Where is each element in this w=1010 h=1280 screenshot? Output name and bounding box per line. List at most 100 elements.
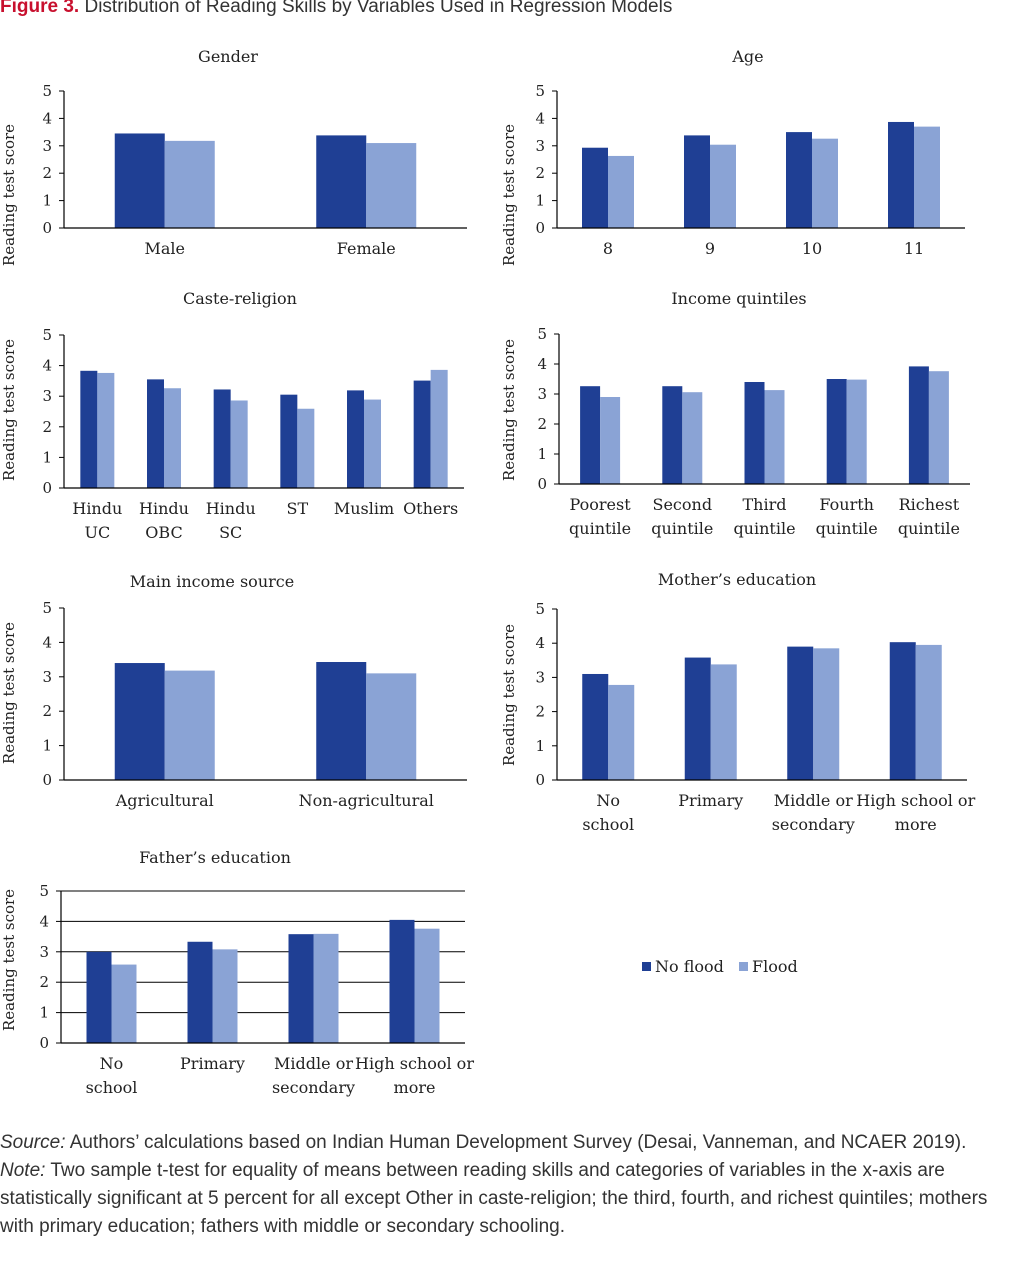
chart-legend: No flood Flood [642, 957, 808, 976]
bar-no-flood-muslim [347, 390, 364, 488]
y-tick-label: 2 [42, 164, 52, 182]
bar-no-flood-st [280, 394, 298, 488]
x-tick-label: 11 [904, 239, 924, 258]
chart-title: Age [731, 47, 763, 66]
bar-flood-st [297, 408, 315, 488]
y-tick-label: 2 [42, 418, 52, 436]
y-tick-label: 0 [535, 219, 545, 237]
bar-flood-8 [608, 155, 634, 228]
y-tick-label: 5 [535, 82, 545, 100]
y-tick-label: 4 [42, 357, 52, 375]
chart-main-income-source: Main income source Reading test score Ag… [0, 572, 467, 810]
x-tick-label: Hindu SC [206, 499, 256, 542]
bar-flood-high-school-or-more [915, 644, 942, 780]
x-tick-label: Male [144, 239, 185, 258]
y-tick-label: 0 [537, 475, 547, 493]
x-tick-label: 10 [802, 239, 822, 258]
y-axis-label: Reading test score [0, 124, 18, 266]
bar-flood-10 [812, 138, 838, 228]
y-tick-label: 0 [39, 1034, 49, 1052]
bar-flood-agricultural [164, 670, 215, 780]
y-tick-label: 2 [537, 415, 547, 433]
bar-flood-fourth-quintile [846, 379, 867, 484]
bar-flood-hindu-uc [97, 372, 115, 488]
y-axis-label: Reading test score [500, 624, 518, 766]
bar-no-flood-second-quintile [662, 386, 683, 484]
source-label: Source: [0, 1132, 66, 1153]
x-tick-label: High school or more [355, 1054, 474, 1097]
y-tick-label: 3 [42, 668, 52, 686]
chart-title: Main income source [130, 572, 294, 591]
y-tick-label: 5 [42, 326, 52, 344]
y-axis-label: Reading test score [500, 339, 518, 481]
y-tick-label: 0 [42, 479, 52, 497]
bar-no-flood-8 [582, 147, 608, 228]
figure-title-text: Distribution of Reading Skills by Variab… [84, 0, 673, 17]
bar-no-flood-10 [786, 132, 812, 228]
x-tick-label: ST [287, 499, 309, 518]
source-text: Authors’ calculations based on Indian Hu… [65, 1132, 967, 1153]
y-tick-label: 1 [535, 737, 545, 755]
y-tick-label: 5 [42, 599, 52, 617]
bar-flood-third-quintile [764, 390, 785, 484]
bar-flood-11 [914, 126, 940, 228]
plot-area: Hindu UC Hindu OBC Hindu SC ST Muslim Others 0 1 2 3… [42, 326, 464, 542]
chart-income-quintiles: Income quintiles Reading test score Poor… [500, 289, 970, 538]
legend-item-flood: Flood [739, 957, 798, 976]
legend-swatch-flood [739, 962, 748, 971]
bar-no-flood-9 [684, 135, 710, 228]
bar-flood-richest-quintile [928, 371, 949, 484]
y-tick-label: 5 [535, 600, 545, 618]
bar-flood-male [164, 140, 215, 228]
x-tick-label: High school or more [856, 791, 975, 834]
legend-item-no-flood: No flood [642, 957, 724, 976]
y-axis-label: Reading test score [0, 622, 18, 764]
note-text: Two sample t-test for equality of means … [0, 1160, 988, 1237]
bar-no-flood-hindu-uc [80, 370, 98, 488]
y-tick-label: 5 [537, 325, 547, 343]
bar-flood-poorest-quintile [600, 397, 621, 484]
bar-no-flood-fourth-quintile [826, 379, 847, 484]
x-tick-label: Third quintile [733, 495, 795, 538]
legend-label-flood: Flood [752, 957, 798, 976]
bar-flood-others [430, 369, 448, 488]
y-tick-label: 4 [535, 634, 545, 652]
y-axis-label: Reading test score [0, 339, 18, 481]
plot-area: Male Female 0 1 2 3 4 5 [42, 82, 467, 258]
bar-no-flood-hindu-obc [147, 379, 164, 488]
bar-no-flood-no-school [86, 951, 112, 1043]
x-tick-label: Muslim [334, 499, 394, 518]
x-tick-label: Female [337, 239, 396, 258]
bar-flood-high-school-or-more [414, 928, 440, 1043]
y-tick-label: 5 [39, 882, 49, 900]
x-tick-label: Primary [180, 1054, 245, 1073]
legend-label-no-flood: No flood [655, 957, 724, 976]
x-tick-label: Primary [678, 791, 743, 810]
chart-title: Gender [198, 47, 258, 66]
bar-flood-female [366, 143, 417, 228]
bar-no-flood-primary [684, 657, 711, 780]
x-tick-label: No school [582, 791, 634, 834]
bar-no-flood-no-school [582, 673, 609, 780]
bar-no-flood-primary [187, 941, 213, 1043]
figure-title: Figure 3. Distribution of Reading Skills… [0, 0, 1010, 18]
figure-footer: Source: Authors’ calculations based on I… [0, 1129, 1008, 1241]
bar-no-flood-third-quintile [744, 382, 765, 484]
y-tick-label: 2 [39, 973, 49, 991]
bar-no-flood-non-agricultural [316, 662, 367, 780]
y-tick-label: 2 [535, 164, 545, 182]
bar-flood-middle-or-secondary [313, 933, 339, 1043]
y-tick-label: 0 [42, 771, 52, 789]
bar-flood-middle-or-secondary [813, 648, 840, 780]
bar-no-flood-high-school-or-more [889, 642, 916, 780]
bar-flood-primary [710, 664, 737, 780]
y-tick-label: 2 [535, 703, 545, 721]
x-tick-label: Middle or secondary [772, 791, 855, 834]
x-tick-label: Hindu UC [72, 499, 122, 542]
chart-mothers-education: Mother’s education Reading test score No… [500, 570, 976, 834]
bar-no-flood-hindu-sc [213, 389, 231, 488]
x-tick-label: Agricultural [115, 791, 214, 810]
y-tick-label: 3 [537, 385, 547, 403]
x-tick-label: 8 [603, 239, 613, 258]
